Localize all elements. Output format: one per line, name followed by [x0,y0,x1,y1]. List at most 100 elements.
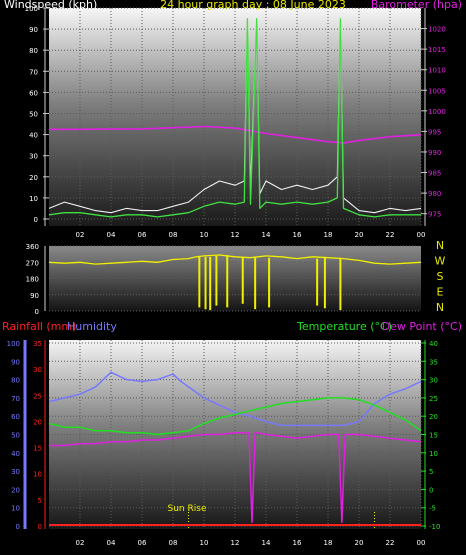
compass-label: N [436,239,444,252]
wind-tick-label: 40 [29,132,38,140]
compass-label: W [435,255,446,268]
humidity-tick-label: 80 [11,377,20,385]
wind-tick-label: 60 [29,89,38,97]
sun-rise-label: Sun Rise [168,504,207,514]
barometer-tick-label: 995 [428,128,441,136]
temperature-tick-label: 5 [429,468,433,476]
temperature-axis-title: Temperature (°C) [296,320,392,333]
wind-x-tick-label: 10 [200,231,209,239]
humidity-tick-label: 50 [11,432,20,440]
wind-x-tick-label: 12 [231,231,240,239]
temp-x-tick-label: 12 [231,539,240,547]
wind-x-tick-label: 08 [169,231,178,239]
temp-x-tick-label: 08 [169,539,178,547]
temp-x-tick-label: 02 [76,539,85,547]
temperature-tick-label: 35 [429,358,438,366]
rainfall-axis-title: Rainfall (mm) [2,320,76,333]
wind-x-tick-label: 20 [355,231,364,239]
wind-x-tick-label: 02 [76,231,85,239]
temperature-line [48,397,422,436]
wind-x-tick-label: 06 [138,231,147,239]
rainfall-tick-label: 10 [33,471,42,479]
wind-x-tick-label: 16 [293,231,302,239]
temperature-tick-label: -10 [429,523,440,531]
temperature-tick-label: 25 [429,395,438,403]
rainfall-tick-label: 5 [38,497,42,505]
compass-label: N [436,301,444,314]
barometer-tick-label: 1015 [428,46,446,54]
temp-x-tick-label: 18 [324,539,333,547]
barometer-tick-label: 1020 [428,26,446,34]
windspeed-axis-title: Windspeed (kph) [4,0,97,11]
wind-plot-area [49,8,421,226]
wind-tick-label: 90 [29,26,38,34]
temp-x-tick-label: 00 [417,539,426,547]
barometer-tick-label: 980 [428,190,441,198]
temperature-tick-label: 20 [429,413,438,421]
rainfall-tick-label: 35 [33,340,42,348]
wind-x-tick-label: 18 [324,231,333,239]
temperature-tick-label: 0 [429,486,433,494]
barometer-axis-title: Barometer (hpa) [371,0,462,11]
barometer-tick-label: 1010 [428,67,446,75]
humidity-tick-label: 20 [11,486,20,494]
wind-tick-label: 80 [29,47,38,55]
wind-tick-label: 30 [29,153,38,161]
temp-x-tick-label: 06 [138,539,147,547]
temperature-tick-label: 10 [429,450,438,458]
humidity-tick-label: 0 [16,523,20,531]
humidity-tick-label: 40 [11,450,20,458]
barometer-line [49,125,422,144]
wind-tick-label: 0 [34,216,38,224]
dewpoint-line [49,431,422,524]
wind-x-tick-label: 04 [107,231,116,239]
temp-x-tick-label: 22 [386,539,395,547]
chart-title: 24 hour graph day : 08 June 2023 [160,0,346,11]
wind-x-tick-label: 14 [262,231,271,239]
humidity-tick-label: 70 [11,395,20,403]
wind-tick-label: 70 [29,68,38,76]
barometer-tick-label: 975 [428,211,441,219]
wind-average-line [48,17,421,218]
rainfall-tick-label: 0 [38,523,42,531]
barometer-tick-label: 990 [428,149,441,157]
dewpoint-axis-title: Dew Point (°C) [382,320,462,333]
temp-x-tick-label: 20 [355,539,364,547]
humidity-axis-title: Humidity [67,320,117,333]
wind-tick-label: 50 [29,111,38,119]
direction-tick-label: 360 [26,243,39,251]
humidity-tick-label: 10 [11,505,20,513]
rainfall-tick-label: 15 [33,445,42,453]
rainfall-tick-label: 20 [33,418,42,426]
humidity-line [48,371,422,427]
barometer-tick-label: 985 [428,170,441,178]
humidity-tick-label: 90 [11,358,20,366]
temp-x-tick-label: 04 [107,539,116,547]
temp-x-tick-label: 14 [262,539,271,547]
barometer-tick-label: 1005 [428,87,446,95]
barometer-tick-label: 1000 [428,108,446,116]
rainfall-tick-label: 30 [33,366,42,374]
wind-tick-label: 10 [29,195,38,203]
humidity-tick-label: 100 [7,340,20,348]
compass-label: S [437,270,444,283]
humidity-tick-label: 30 [11,468,20,476]
wind-tick-label: 20 [29,174,38,182]
temperature-tick-label: -5 [429,505,436,513]
direction-tick-label: 90 [30,292,39,300]
wind-x-tick-label: 00 [417,231,426,239]
rainfall-tick-label: 25 [33,392,42,400]
temp-x-tick-label: 16 [293,539,302,547]
direction-tick-label: 270 [26,259,39,267]
direction-tick-label: 180 [26,276,39,284]
compass-label: E [437,286,444,299]
wind-x-tick-label: 22 [386,231,395,239]
temperature-tick-label: 30 [429,377,438,385]
temperature-tick-label: 40 [429,340,438,348]
temperature-tick-label: 15 [429,432,438,440]
temp-x-tick-label: 10 [200,539,209,547]
wind-tick-label: 100 [25,5,38,13]
direction-tick-label: 0 [35,308,39,316]
